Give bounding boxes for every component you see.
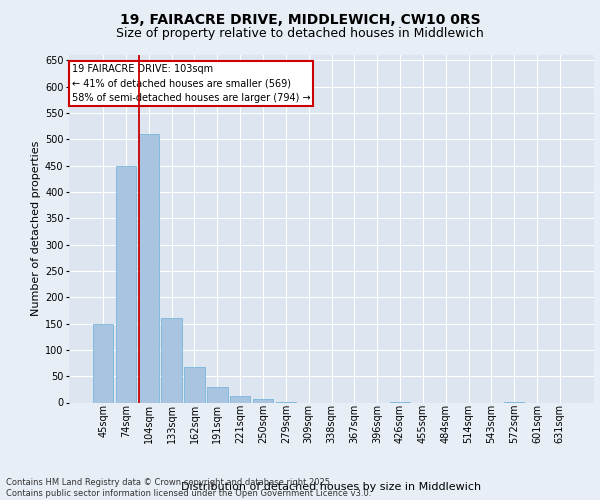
Bar: [230, 396, 250, 402]
Bar: [93, 324, 113, 402]
Bar: [253, 400, 273, 402]
Bar: [116, 166, 136, 402]
Bar: [161, 318, 182, 402]
Text: 19 FAIRACRE DRIVE: 103sqm
← 41% of detached houses are smaller (569)
58% of semi: 19 FAIRACRE DRIVE: 103sqm ← 41% of detac…: [71, 64, 310, 104]
X-axis label: Distribution of detached houses by size in Middlewich: Distribution of detached houses by size …: [181, 482, 482, 492]
Text: 19, FAIRACRE DRIVE, MIDDLEWICH, CW10 0RS: 19, FAIRACRE DRIVE, MIDDLEWICH, CW10 0RS: [119, 12, 481, 26]
Bar: [184, 366, 205, 402]
Text: Size of property relative to detached houses in Middlewich: Size of property relative to detached ho…: [116, 28, 484, 40]
Text: Contains HM Land Registry data © Crown copyright and database right 2025.
Contai: Contains HM Land Registry data © Crown c…: [6, 478, 371, 498]
Bar: [207, 386, 227, 402]
Y-axis label: Number of detached properties: Number of detached properties: [31, 141, 41, 316]
Bar: [139, 134, 159, 402]
